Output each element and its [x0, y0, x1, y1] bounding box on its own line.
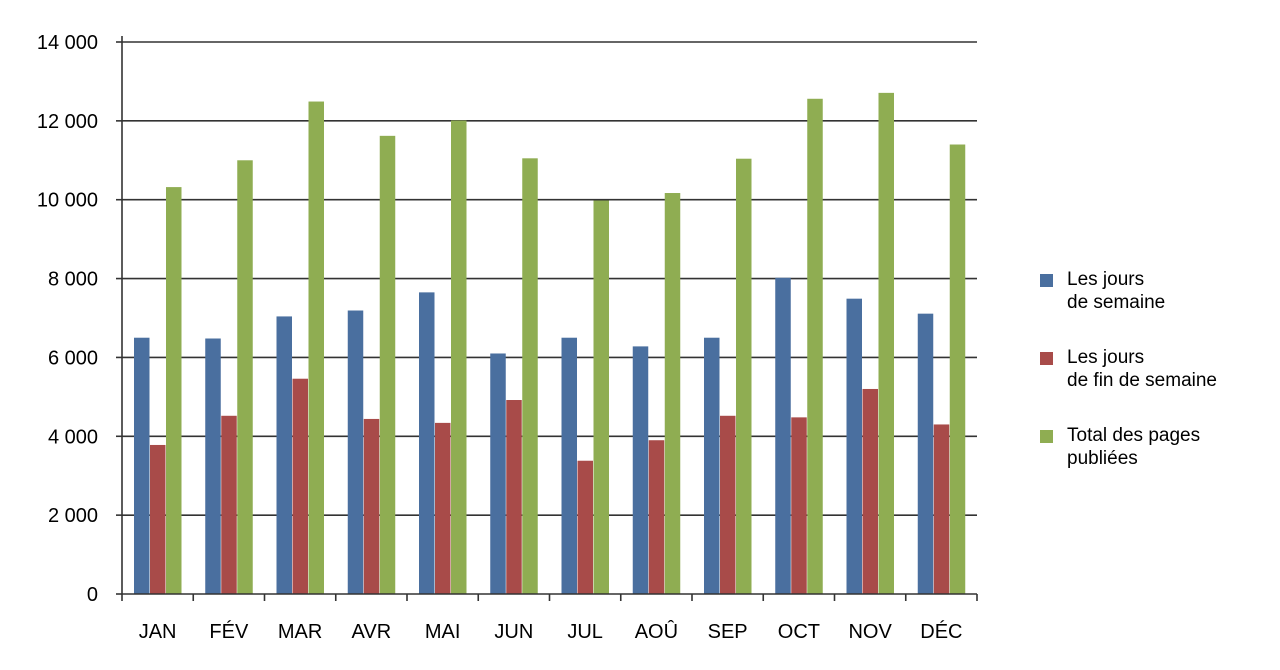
- bar: [522, 158, 538, 595]
- x-tick-label: DÉC: [920, 620, 962, 643]
- bar: [577, 460, 593, 594]
- bar: [862, 388, 878, 594]
- bar: [807, 98, 823, 594]
- bar: [846, 298, 862, 594]
- x-tick-label: AOÛ: [635, 620, 678, 643]
- y-tick-label: 2 000: [48, 505, 98, 527]
- gridlines: [122, 41, 977, 516]
- legend-item-total: Total des pages publiées: [1040, 424, 1270, 502]
- x-tick-label: NOV: [848, 621, 892, 643]
- bar: [917, 313, 934, 594]
- legend-label: Les jours de semaine: [1067, 269, 1166, 313]
- legend-item-weekends: Les jours de fin de semaine: [1040, 346, 1270, 424]
- bar: [632, 346, 649, 594]
- legend-item-weekdays: Les jours de semaine: [1040, 268, 1270, 346]
- bar: [435, 422, 451, 594]
- bar: [704, 337, 720, 594]
- bars: [134, 92, 966, 595]
- bar: [205, 338, 221, 594]
- x-axis-tick-labels: JAN FÉV MAR AVR MAI JUN JUL AOÛ SEP OCT NOV DÉC: [139, 620, 963, 643]
- y-tick-label: 0: [87, 584, 98, 606]
- y-axis-tick-labels: 0 2 000 4 000 6 000 8 000 10 000 12 000 14 000: [37, 32, 98, 606]
- bar: [664, 193, 681, 595]
- bar: [720, 415, 736, 594]
- y-tick-label: 8 000: [48, 269, 98, 291]
- bar: [134, 337, 150, 594]
- x-tick-label: OCT: [778, 621, 820, 643]
- x-tick-label: JUL: [567, 621, 603, 643]
- bar: [593, 200, 609, 594]
- bar: [933, 424, 950, 594]
- y-tick-label: 6 000: [48, 347, 98, 369]
- bar: [308, 101, 324, 594]
- bar: [506, 400, 522, 594]
- bar: [276, 316, 292, 594]
- y-tick-label: 10 000: [37, 190, 98, 212]
- bar: [363, 418, 380, 594]
- legend: Les jours de semaine Les jours de fin de…: [1040, 268, 1270, 502]
- bar: [150, 444, 166, 594]
- x-tick-label: FÉV: [209, 620, 249, 643]
- bar: [791, 417, 807, 594]
- x-tick-label: JUN: [494, 621, 533, 643]
- legend-label: Les jours de fin de semaine: [1067, 347, 1217, 391]
- x-tick-label: MAR: [278, 621, 322, 643]
- x-tick-label: AVR: [352, 621, 392, 643]
- bar: [347, 310, 364, 594]
- bar: [292, 378, 308, 594]
- bar: [561, 337, 577, 594]
- bar: [775, 277, 791, 594]
- x-tick-label: MAI: [425, 621, 461, 643]
- bar: [451, 120, 467, 594]
- y-tick-label: 4 000: [48, 426, 98, 448]
- bar: [490, 353, 506, 594]
- axes: [116, 36, 978, 601]
- bar: [648, 440, 665, 594]
- bar: [166, 187, 182, 594]
- legend-swatch: [1040, 430, 1053, 443]
- x-tick-label: SEP: [708, 621, 748, 643]
- bar: [878, 92, 894, 594]
- legend-label: Total des pages publiées: [1067, 425, 1201, 469]
- x-tick-label: JAN: [139, 621, 177, 643]
- legend-swatch: [1040, 274, 1053, 287]
- bar: [736, 158, 752, 595]
- bar: [419, 292, 435, 594]
- bar: [949, 144, 966, 594]
- bar: [237, 160, 253, 595]
- bar: [221, 415, 237, 594]
- legend-swatch: [1040, 352, 1053, 365]
- y-tick-label: 14 000: [37, 32, 98, 54]
- y-tick-label: 12 000: [37, 111, 98, 133]
- bar: [379, 135, 396, 594]
